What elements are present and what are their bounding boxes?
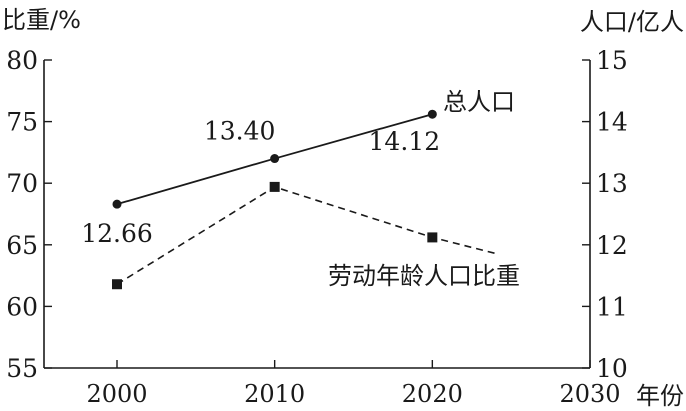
right-tick-label: 10 xyxy=(596,354,628,383)
series-layer: 12.66 13.40 14.12 xyxy=(81,109,496,290)
series-label-working-age-share: 劳动年龄人口比重 xyxy=(328,262,520,290)
x-tick-label: 2010 xyxy=(244,380,305,408)
total-population-data-label: 14.12 xyxy=(369,127,441,156)
right-axis: 10 11 12 13 14 15 xyxy=(582,46,628,383)
working-age-share-point xyxy=(269,181,280,192)
x-axis-title: 年份 xyxy=(636,382,684,410)
total-population-point xyxy=(270,154,280,164)
plot-frame xyxy=(43,60,591,369)
right-tick-label: 11 xyxy=(596,292,628,321)
left-axis-title: 比重/% xyxy=(2,6,81,34)
series-label-total-population: 总人口 xyxy=(443,88,515,116)
x-tick-label: 2020 xyxy=(402,380,463,408)
left-tick-label: 75 xyxy=(6,108,38,137)
total-population-data-label: 13.40 xyxy=(204,117,276,146)
right-tick-label: 15 xyxy=(596,46,628,75)
working-age-share-point xyxy=(427,232,438,243)
working-age-share-point xyxy=(112,279,122,290)
total-population-data-label: 12.66 xyxy=(81,219,153,248)
left-axis: 55 60 65 70 75 80 xyxy=(6,46,52,383)
left-tick-label: 70 xyxy=(6,169,38,198)
left-tick-label: 60 xyxy=(6,292,38,321)
total-population-point xyxy=(112,199,122,209)
x-axis: 2000 2010 2020 2030 xyxy=(86,360,621,408)
right-tick-label: 14 xyxy=(596,108,628,137)
working-age-share-line xyxy=(116,186,496,285)
left-tick-label: 65 xyxy=(6,231,38,260)
left-tick-label: 55 xyxy=(6,354,38,383)
x-tick-label: 2000 xyxy=(86,380,147,408)
right-tick-label: 13 xyxy=(596,169,628,198)
total-population-point xyxy=(427,109,437,119)
right-tick-label: 12 xyxy=(596,231,628,260)
right-axis-title: 人口/亿人 xyxy=(580,8,684,36)
x-tick-label: 2030 xyxy=(559,380,620,408)
left-tick-label: 80 xyxy=(6,46,38,75)
